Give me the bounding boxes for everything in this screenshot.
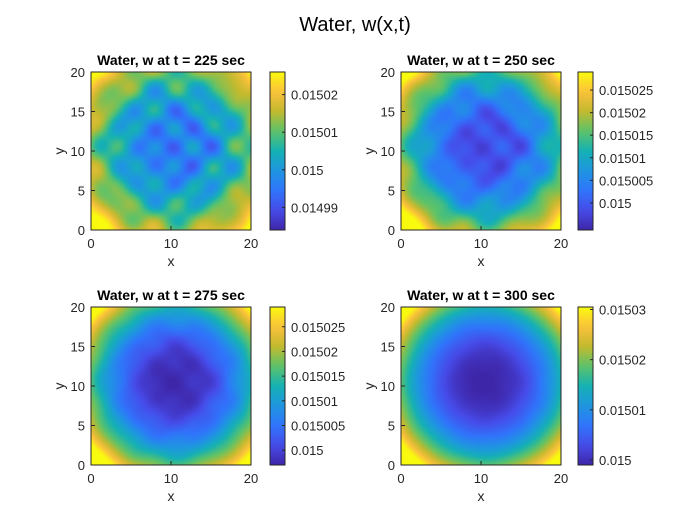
y-tick-label: 5 [388, 419, 395, 434]
colorbar-tick-label: 0.015025 [291, 320, 345, 335]
colorbar-tick-label: 0.01503 [599, 303, 646, 318]
x-tick-label: 10 [164, 471, 178, 486]
colorbar-tick-label: 0.015 [599, 453, 632, 468]
colorbar-gradient [578, 307, 593, 465]
y-tick-label: 20 [71, 300, 85, 315]
x-tick-label: 20 [554, 471, 568, 486]
x-axis-label: x [168, 253, 175, 269]
y-tick-label: 10 [381, 144, 395, 159]
y-tick-label: 5 [78, 184, 85, 199]
colorbar-tick-label: 0.015015 [291, 369, 345, 384]
panel-t225: Water, w at t = 225 sec 0 10 20 0 5 10 15 20 x y 0.… [51, 52, 338, 269]
x-tick-label: 0 [87, 236, 94, 251]
panel-t250: Water, w at t = 250 sec 0 10 20 0 5 10 15 20 x y 0.… [361, 52, 653, 269]
colorbar-tick-label: 0.015015 [599, 128, 653, 143]
y-tick-label: 20 [71, 65, 85, 80]
x-tick-label: 0 [87, 471, 94, 486]
heatmap-surface [91, 307, 251, 465]
panel-title: Water, w at t = 300 sec [407, 287, 555, 303]
panel-title: Water, w at t = 275 sec [97, 287, 245, 303]
y-tick-label: 5 [78, 419, 85, 434]
colorbar-tick-label: 0.015 [291, 163, 324, 178]
y-tick-label: 0 [388, 223, 395, 238]
x-tick-label: 20 [244, 236, 258, 251]
y-tick-label: 10 [71, 144, 85, 159]
x-axis-label: x [478, 253, 485, 269]
y-tick-label: 20 [381, 65, 395, 80]
x-tick-label: 0 [397, 236, 404, 251]
colorbar-tick-label: 0.015005 [599, 173, 653, 188]
y-axis-label: y [361, 383, 377, 390]
y-tick-label: 15 [71, 105, 85, 120]
colorbar-tick-label: 0.01501 [291, 394, 338, 409]
y-tick-label: 0 [78, 458, 85, 473]
y-axis-label: y [51, 383, 67, 390]
panel-title: Water, w at t = 225 sec [97, 52, 245, 68]
y-tick-label: 0 [78, 223, 85, 238]
panel-t275: Water, w at t = 275 sec 0 10 20 0 5 10 15 20 x y 0.… [51, 287, 345, 504]
figure-title: Water, w(x,t) [299, 14, 410, 36]
x-tick-label: 20 [244, 471, 258, 486]
colorbar-tick-label: 0.01502 [599, 106, 646, 121]
y-tick-label: 15 [381, 105, 395, 120]
colorbar-gradient [270, 307, 285, 465]
colorbar-gradient [578, 72, 593, 230]
colorbar-gradient [270, 72, 285, 230]
y-tick-label: 15 [71, 340, 85, 355]
colorbar-tick-label: 0.015 [599, 196, 632, 211]
heatmap-surface [91, 72, 251, 230]
colorbar-frame [269, 306, 286, 466]
colorbar-tick-label: 0.015 [291, 443, 324, 458]
x-tick-label: 20 [554, 236, 568, 251]
x-tick-label: 0 [397, 471, 404, 486]
y-tick-label: 15 [381, 340, 395, 355]
panel-title: Water, w at t = 250 sec [407, 52, 555, 68]
y-tick-label: 10 [71, 379, 85, 394]
y-tick-label: 0 [388, 458, 395, 473]
panel-t300: Water, w at t = 300 sec 0 10 20 0 5 10 15 20 x y 0.… [361, 287, 646, 504]
y-axis-label: y [51, 148, 67, 155]
colorbar-tick-label: 0.015005 [291, 419, 345, 434]
heatmap-surface [401, 72, 561, 230]
colorbar-frame [577, 71, 594, 231]
x-axis-label: x [168, 488, 175, 504]
x-axis-label: x [478, 488, 485, 504]
colorbar-tick-label: 0.01501 [291, 125, 338, 140]
colorbar-tick-label: 0.01501 [599, 151, 646, 166]
heatmap-surface [401, 307, 561, 465]
colorbar-tick-label: 0.01502 [599, 353, 646, 368]
colorbar-tick-label: 0.01502 [291, 344, 338, 359]
colorbar-tick-label: 0.01502 [291, 88, 338, 103]
x-tick-label: 10 [474, 471, 488, 486]
colorbar-tick-label: 0.015025 [599, 83, 653, 98]
x-tick-label: 10 [474, 236, 488, 251]
colorbar-frame [269, 71, 286, 231]
y-tick-label: 10 [381, 379, 395, 394]
colorbar-tick-label: 0.01499 [291, 200, 338, 215]
colorbar-frame [577, 306, 594, 466]
y-tick-label: 20 [381, 300, 395, 315]
y-axis-label: y [361, 148, 377, 155]
y-tick-label: 5 [388, 184, 395, 199]
colorbar-tick-label: 0.01501 [599, 403, 646, 418]
x-tick-label: 10 [164, 236, 178, 251]
